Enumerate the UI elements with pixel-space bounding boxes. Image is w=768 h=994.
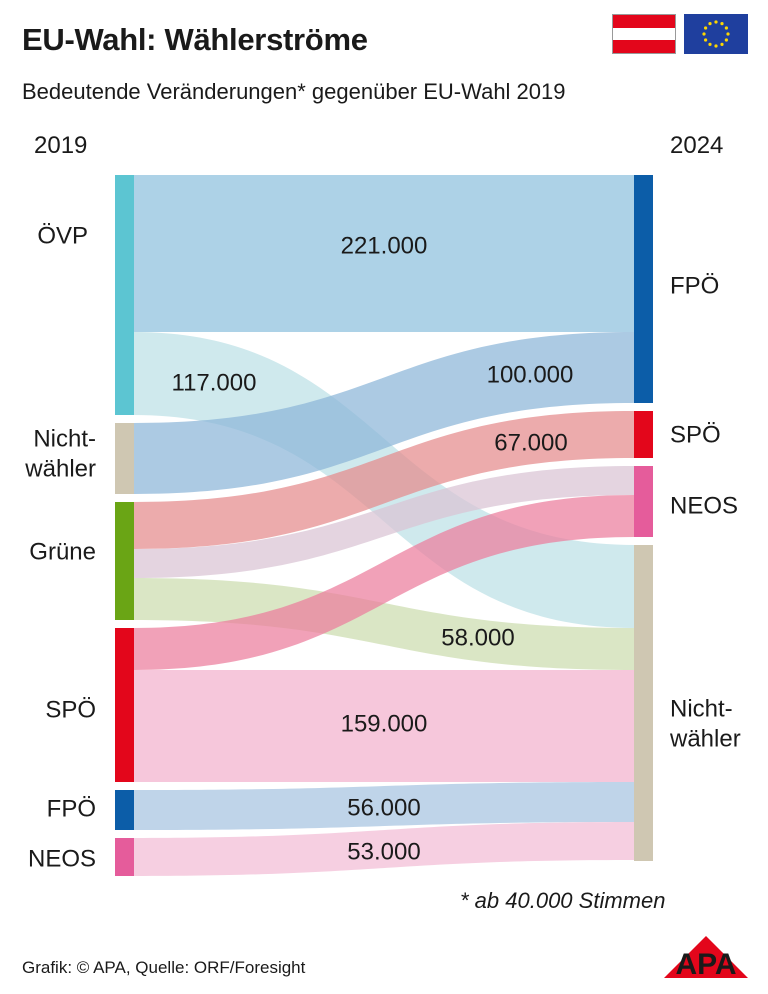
flow-ovp19-fpo24 [134,175,634,332]
node-nw24 [634,545,653,861]
node-label-nw19: Nicht-wähler [24,425,96,482]
node-fpo19 [115,790,134,830]
labels: 221.000 117.000 100.000 67.000 58.000 159.000… [24,222,740,872]
austria-flag-icon [612,14,676,54]
flow-label-ovp19-fpo24: 221.000 [341,232,428,259]
flow-label-gr19-nw24: 58.000 [441,624,514,651]
apa-logo: APA [664,936,748,978]
node-label-neos24: NEOS [670,492,738,519]
node-fpo24 [634,175,653,403]
flows [134,175,634,876]
node-spo24 [634,411,653,458]
flow-spo19-nw24 [134,670,634,782]
node-neos19 [115,838,134,876]
node-label-ovp19: ÖVP [37,222,88,249]
flow-gr19-neos24 [134,466,634,578]
node-ovp19 [115,175,134,415]
node-spo19 [115,628,134,782]
node-label-fpo24: FPÖ [670,272,719,299]
node-label-spo19: SPÖ [45,696,96,723]
eu-flag-icon [684,14,748,54]
chart-subtitle: Bedeutende Veränderungen* gegenüber EU-W… [22,79,566,104]
flow-nw19-fpo24 [134,332,634,494]
flow-gr19-spo24 [134,411,634,549]
footnote: * ab 40.000 Stimmen [460,888,666,913]
flow-spo19-neos24 [134,495,634,670]
node-label-gr19: Grüne [29,538,96,565]
svg-text:APA: APA [675,948,736,978]
node-gr19 [115,502,134,620]
flow-neos19-nw24 [134,822,634,876]
node-neos24 [634,466,653,537]
node-label-spo24: SPÖ [670,421,721,448]
node-label-neos19: NEOS [28,845,96,872]
source-credit: Grafik: © APA, Quelle: ORF/Foresight [22,958,306,977]
flow-label-fpo19-nw24: 56.000 [347,794,420,821]
flow-label-nw19-fpo24: 100.000 [487,361,574,388]
flow-label-spo19-nw24: 159.000 [341,710,428,737]
chart-title: EU-Wahl: Wählerströme [22,22,368,57]
nodes [115,175,653,876]
node-nw19 [115,423,134,494]
flow-fpo19-nw24 [134,782,634,830]
flow-label-ovp19-nw24: 117.000 [172,369,257,396]
year-2024-label: 2024 [670,132,724,159]
year-2019-label: 2019 [34,132,88,159]
flow-label-gr19-spo24: 67.000 [494,429,567,456]
node-label-fpo19: FPÖ [47,795,96,822]
flow-label-neos19-nw24: 53.000 [347,838,420,865]
node-label-nw24: Nicht-wähler [669,695,741,752]
flow-gr19-nw24 [134,578,634,670]
